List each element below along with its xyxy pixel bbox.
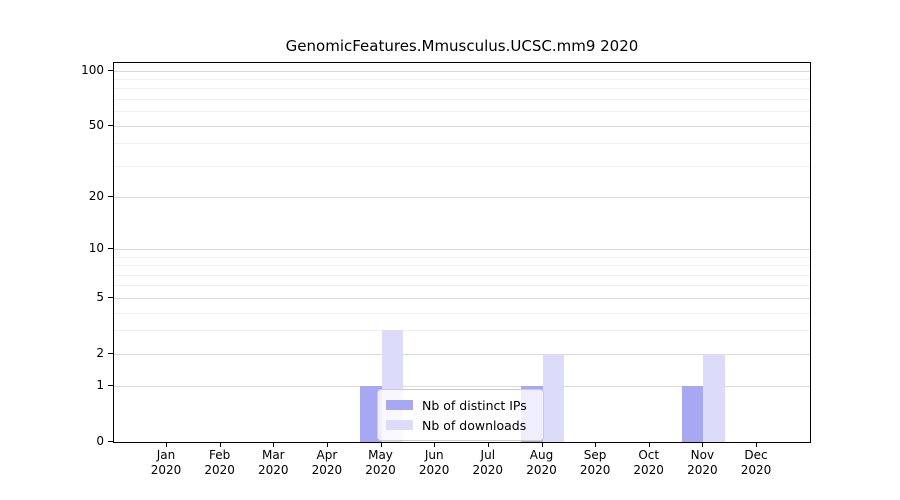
gridline-minor-80 — [114, 88, 810, 90]
xtick-month-text: Feb — [208, 448, 231, 462]
xtick-label-oct: Oct 2020 — [617, 448, 681, 478]
ytick-mark-20 — [108, 196, 113, 197]
ytick-mark-0 — [108, 441, 113, 442]
xtick-mark-may — [380, 443, 382, 447]
xtick-mark-apr — [326, 443, 328, 447]
gridline-minor-40 — [114, 143, 810, 145]
xtick-year-text: 2020 — [579, 463, 611, 477]
xtick-label-may: May 2020 — [349, 448, 413, 478]
gridline-minor-4 — [114, 312, 810, 314]
legend-swatch-nb-of-distinct-ips — [386, 400, 413, 410]
legend-item-nb-of-downloads: Nb of downloads — [386, 415, 535, 435]
ytick-label-1: 1 — [96, 378, 104, 393]
gridline-minor-60 — [114, 111, 810, 113]
gridline-major-100 — [114, 70, 810, 72]
xtick-mark-jun — [434, 443, 436, 447]
gridline-minor-7 — [114, 274, 810, 276]
xtick-label-jun: Jun 2020 — [402, 448, 466, 478]
ytick-label-2: 2 — [96, 345, 104, 360]
xtick-mark-dec — [756, 443, 757, 447]
xtick-mark-feb — [219, 443, 221, 447]
xtick-month-text: Oct — [638, 448, 660, 462]
gridline-minor-90 — [114, 79, 810, 80]
chart-title: GenomicFeatures.Mmusculus.UCSC.mm9 2020 — [285, 37, 639, 55]
bar-nb-of-distinct-ips-may — [360, 386, 382, 442]
legend-item-nb-of-distinct-ips: Nb of distinct IPs — [386, 395, 535, 415]
bar-nb-of-distinct-ips-nov — [681, 386, 704, 442]
xtick-label-jul: Jul 2020 — [456, 448, 520, 478]
xtick-month-text: Jan — [156, 448, 176, 462]
ytick-mark-1 — [108, 385, 113, 387]
ytick-label-50: 50 — [88, 117, 104, 132]
legend-label-nb-of-downloads: Nb of downloads — [422, 417, 527, 433]
legend-label-nb-of-distinct-ips: Nb of distinct IPs — [422, 397, 527, 413]
xtick-year-text: 2020 — [687, 463, 718, 477]
ytick-label-10: 10 — [88, 241, 104, 255]
xtick-label-sep: Sep 2020 — [563, 448, 627, 478]
ytick-label-100: 100 — [81, 62, 104, 77]
xtick-year-text: 2020 — [633, 463, 664, 477]
gridline-minor-8 — [114, 265, 810, 267]
gridline-minor-6 — [114, 285, 810, 287]
gridline-minor-3 — [114, 330, 810, 332]
xtick-month-text: Jul — [480, 448, 496, 462]
ytick-mark-5 — [108, 296, 113, 298]
xtick-label-mar: Mar 2020 — [241, 448, 305, 478]
xtick-mark-mar — [273, 443, 275, 447]
gridline-major-5 — [114, 297, 810, 299]
xtick-label-nov: Nov 2020 — [670, 448, 734, 478]
legend-swatch-nb-of-downloads — [386, 420, 413, 430]
xtick-label-feb: Feb 2020 — [188, 448, 252, 478]
xtick-month-text: Sep — [583, 448, 607, 462]
gridline-major-10 — [114, 249, 810, 250]
xtick-year-text: 2020 — [418, 463, 450, 477]
xtick-year-text: 2020 — [311, 463, 343, 477]
xtick-month-text: Jun — [424, 448, 444, 462]
xtick-label-aug: Aug 2020 — [510, 448, 574, 478]
gridline-major-2 — [114, 353, 810, 355]
gridline-major-1 — [114, 386, 810, 388]
legend: Nb of distinct IPs Nb of downloads — [377, 389, 544, 441]
gridline-minor-30 — [114, 165, 810, 167]
xtick-year-text: 2020 — [740, 463, 772, 477]
bar-nb-of-downloads-nov — [703, 353, 725, 442]
xtick-year-text: 2020 — [526, 463, 557, 477]
ytick-label-5: 5 — [96, 289, 104, 304]
xtick-mark-sep — [595, 443, 597, 447]
xtick-year-text: 2020 — [204, 463, 235, 477]
xtick-label-apr: Apr 2020 — [295, 448, 359, 478]
ytick-label-20: 20 — [88, 189, 104, 203]
plot-area: Nb of distinct IPs Nb of downloads — [113, 62, 811, 443]
gridline-minor-70 — [114, 99, 810, 100]
xtick-month-text: Aug — [529, 448, 554, 462]
xtick-label-dec: Dec 2020 — [724, 448, 788, 478]
xtick-mark-jul — [487, 443, 489, 447]
ytick-mark-2 — [108, 352, 113, 354]
xtick-mark-jan — [166, 443, 167, 447]
xtick-month-text: Nov — [690, 448, 715, 462]
xtick-year-text: 2020 — [150, 463, 182, 477]
ytick-mark-10 — [108, 248, 113, 249]
xtick-label-jan: Jan 2020 — [134, 448, 198, 478]
ytick-mark-50 — [108, 124, 113, 126]
gridline-major-20 — [114, 197, 810, 198]
bar-nb-of-downloads-aug — [542, 353, 564, 442]
xtick-month-text: Apr — [316, 448, 338, 462]
xtick-mark-oct — [648, 443, 650, 447]
ytick-label-0: 0 — [96, 434, 104, 448]
xtick-year-text: 2020 — [472, 463, 504, 477]
ytick-mark-100 — [108, 69, 113, 71]
xtick-month-text: May — [368, 448, 393, 462]
xtick-month-text: Dec — [744, 448, 768, 462]
xtick-year-text: 2020 — [258, 463, 289, 477]
xtick-mark-nov — [702, 443, 704, 447]
gridline-major-50 — [114, 125, 810, 127]
gridline-minor-9 — [114, 256, 810, 258]
xtick-year-text: 2020 — [365, 463, 396, 477]
xtick-month-text: Mar — [261, 448, 285, 462]
xtick-mark-aug — [541, 443, 543, 447]
